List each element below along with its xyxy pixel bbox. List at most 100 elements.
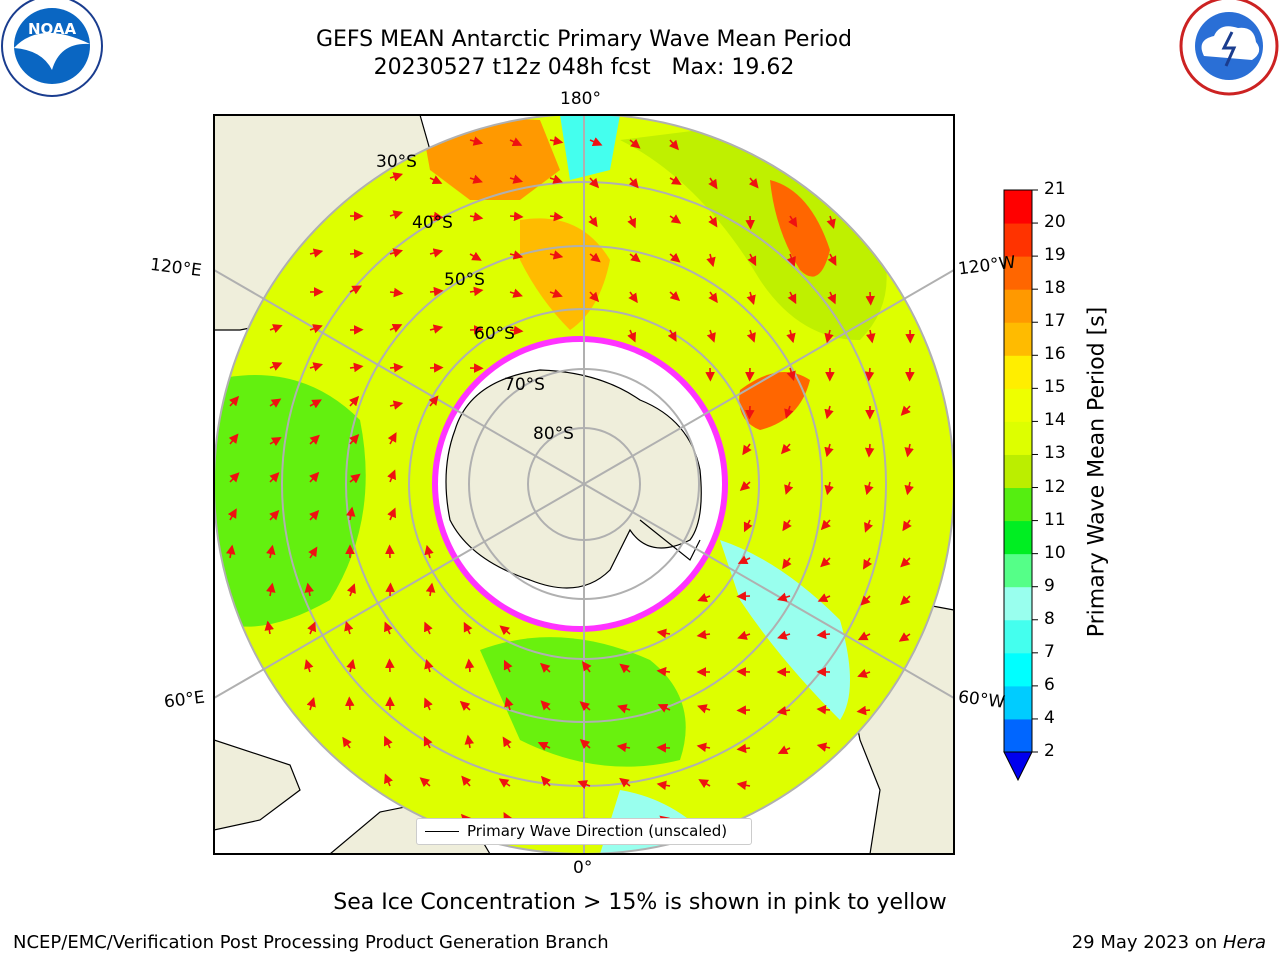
wave-direction-arrow [549,211,564,222]
wave-direction-arrow [786,367,796,382]
footer-date-text: 29 May 2023 on [1071,932,1223,953]
wave-direction-arrow [864,367,875,382]
wave-direction-arrow [617,704,631,714]
colorbar-segment [1004,322,1032,356]
wave-direction-arrow [309,510,320,521]
colorbar-segment [1004,619,1032,654]
colorbar-segment [1004,190,1032,224]
wave-direction-arrow [459,700,471,711]
map-area [214,115,954,854]
wave-direction-arrow [669,175,682,185]
wave-direction-arrow [306,696,316,711]
wave-direction-arrow [902,519,912,532]
wave-direction-arrow [589,177,600,189]
field-hot-drake [739,372,810,430]
wave-direction-arrow [669,139,679,151]
legend-label: Primary Wave Direction (unscaled) [467,822,728,840]
wave-direction-arrow [342,736,352,749]
wave-direction-arrow [579,739,591,749]
wave-direction-arrow [820,519,831,531]
colorbar-tick-label: 14 [1044,410,1066,431]
wave-direction-arrow [309,399,322,409]
wave-direction-arrow [736,667,751,677]
colorbar-segment [1004,223,1032,257]
wave-direction-arrow [656,780,671,791]
colorbar-tick-label: 2 [1044,741,1055,761]
wave-direction-arrow [904,443,914,458]
wave-direction-arrow [777,745,791,755]
wave-direction-arrow [698,779,711,789]
wave-direction-arrow [469,286,484,297]
wave-direction-arrow [349,248,364,259]
colorbar-segment [1004,586,1032,621]
wave-direction-arrow [866,329,876,344]
wave-direction-arrow [269,362,283,371]
wave-direction-arrow [827,291,836,305]
wave-direction-arrow [309,324,323,334]
wave-direction-arrow [469,136,484,146]
wave-direction-arrow [498,778,511,788]
colorbar-segment [1004,718,1032,753]
wave-direction-arrow [349,395,360,407]
sea-ice-note: Sea Ice Concentration > 15% is shown in … [333,890,947,915]
wave-direction-arrow [865,291,876,306]
wave-direction-arrow [387,469,396,483]
wave-direction-arrow [509,174,524,184]
wave-direction-arrow [784,405,794,419]
wave-direction-arrow [389,400,404,410]
noaa-logo-text: NOAA [28,20,77,38]
wave-direction-arrow [856,705,871,716]
colorbar [1003,189,1038,782]
chart-subtitle: 20230527 t12z 048h fcst Max: 19.62 [373,55,795,80]
colorbar-segment [1004,652,1032,687]
wave-direction-arrow [747,253,757,267]
wave-direction-arrow [537,741,551,751]
wave-direction-arrow [509,211,524,222]
colorbar-tick-label: 18 [1044,278,1066,299]
wave-direction-arrow [862,557,873,570]
wave-direction-arrow [627,329,636,343]
wave-direction-arrow [787,291,797,305]
wave-direction-arrow [824,443,834,458]
colorbar-tick-label: 10 [1044,542,1066,563]
lon-label-0: 0° [573,858,593,878]
wave-direction-arrow [540,700,551,711]
colorbar-tick-label: 4 [1044,707,1055,728]
colorbar-segment [1004,256,1032,290]
noaa-logo: NOAA [1,0,103,97]
wave-direction-arrow [776,592,791,602]
wave-direction-arrow [745,405,755,420]
wave-direction-arrow [782,519,792,532]
wave-direction-arrow [857,668,871,678]
field-band-west [214,375,366,627]
wave-direction-arrow [864,481,874,496]
wave-direction-arrow [743,519,753,533]
wave-direction-arrow [627,215,636,229]
antarctic-peninsula [639,519,701,561]
wave-direction-arrow [389,172,404,182]
wave-direction-arrow [746,329,756,343]
wave-direction-arrow [824,481,834,496]
wave-direction-arrow [227,508,237,521]
wave-direction-arrow [429,324,444,334]
wave-direction-arrow [225,544,236,559]
wave-direction-arrow [389,323,403,333]
wave-direction-arrow [706,253,716,268]
wave-direction-arrow [777,630,791,640]
lat-label-70s: 70°S [504,375,545,395]
field-cool-ross [560,115,620,180]
wave-direction-arrow [549,136,564,146]
wave-direction-arrow [349,434,360,445]
wave-direction-arrow [504,696,514,711]
colorbar-tick-label: 13 [1044,443,1066,464]
wave-direction-arrow [619,663,631,674]
wave-direction-arrow [269,510,280,521]
wave-direction-arrow [384,773,393,787]
wave-direction-arrow [429,248,444,258]
wave-direction-arrow [827,253,837,267]
wave-direction-arrow [264,620,274,635]
wave-direction-arrows [225,136,915,828]
wave-direction-arrow [540,775,551,787]
colorbar-tick-label: 16 [1044,344,1066,365]
footer-date: 29 May 2023 on Hera [1072,932,1266,953]
